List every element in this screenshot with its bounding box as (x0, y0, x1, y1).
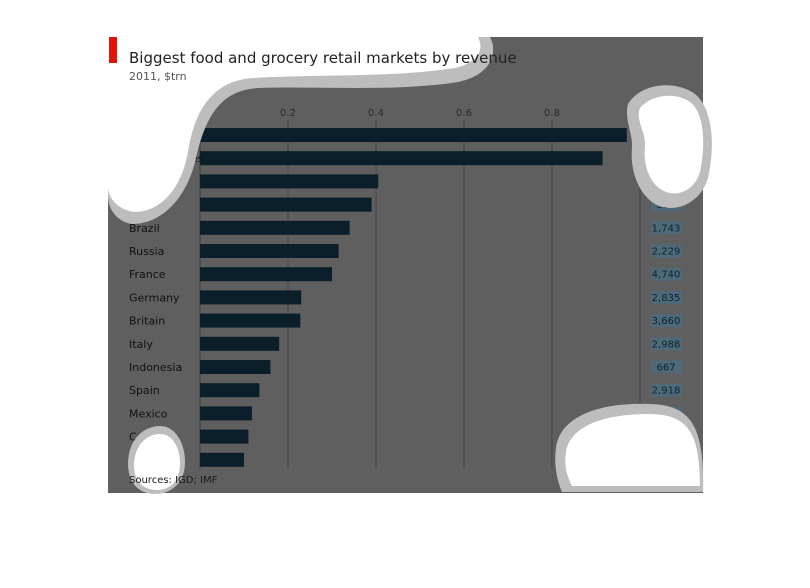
bar (200, 151, 603, 166)
per-person-cell (651, 221, 682, 235)
per-person-value: 2,918 (652, 386, 681, 397)
x-tick-label: 0.2 (280, 108, 296, 119)
bar (200, 313, 301, 328)
per-person-cell (651, 383, 682, 397)
bar (200, 360, 271, 374)
bar (200, 244, 339, 258)
category-label: Russia (129, 245, 164, 258)
category-label: Italy (129, 338, 153, 351)
x-tick-label: 0.6 (456, 108, 472, 119)
per-person-value: 2,229 (652, 247, 681, 258)
category-label: Mexico (129, 407, 168, 420)
bar (200, 174, 379, 189)
per-person-value: 2,835 (652, 293, 681, 304)
per-person-cell (651, 314, 682, 328)
per-person-value: 4,740 (652, 270, 681, 281)
x-tick-label: 0.4 (368, 108, 384, 119)
per-person-cell (651, 337, 682, 351)
bar (200, 336, 280, 351)
bar (200, 267, 332, 282)
bar (200, 406, 252, 421)
per-person-value: 667 (656, 363, 675, 374)
per-person-cell (651, 267, 682, 281)
category-label: Britain (129, 315, 165, 328)
bar (200, 220, 350, 235)
category-label: Germany (129, 291, 180, 304)
per-person-cell (651, 290, 682, 304)
bar (200, 429, 249, 444)
category-label: Brazil (129, 222, 160, 235)
chart-source: Sources: IGD; IMF (129, 475, 218, 486)
accent-bar (109, 37, 117, 63)
bar (200, 383, 260, 398)
per-person-value: 1,743 (652, 223, 681, 234)
per-person-value: 2,988 (652, 339, 681, 350)
bar (200, 290, 302, 305)
bar (200, 128, 627, 142)
x-tick-label: 0.8 (544, 108, 560, 119)
category-label: Indonesia (129, 361, 182, 374)
bar (200, 197, 372, 212)
chart-title: Biggest food and grocery retail markets … (129, 49, 517, 67)
per-person-cell (651, 244, 682, 258)
bar (200, 452, 244, 467)
per-person-value: 3,660 (652, 316, 681, 327)
category-label: Spain (129, 384, 160, 397)
chart-subtitle: 2011, $trn (129, 70, 187, 83)
per-person-cell (651, 360, 682, 374)
category-label: France (129, 268, 166, 281)
